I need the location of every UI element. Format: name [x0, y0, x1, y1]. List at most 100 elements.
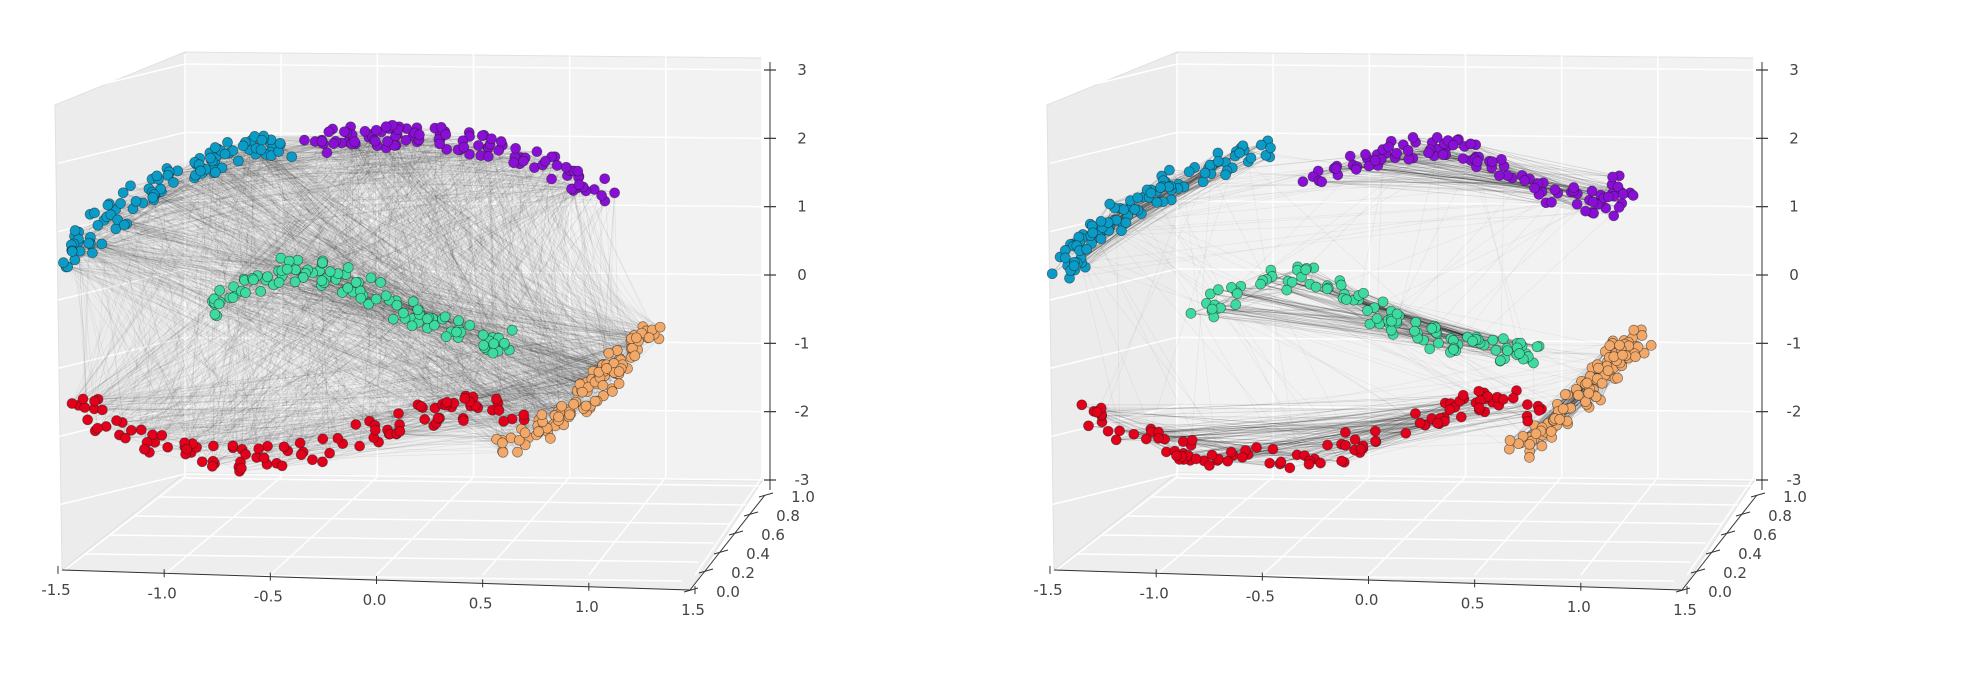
data-point [276, 460, 288, 472]
edge [110, 214, 306, 274]
edge [321, 140, 343, 293]
data-point [1081, 243, 1093, 255]
edge [214, 303, 614, 364]
z-tick-label: 2 [797, 129, 807, 147]
data-point [393, 408, 404, 419]
data-point [214, 285, 225, 296]
edge [215, 171, 605, 372]
edge [439, 143, 452, 332]
data-point [370, 293, 382, 305]
edge [253, 279, 637, 339]
edge [418, 131, 446, 311]
edge [389, 413, 560, 435]
edge [97, 302, 215, 400]
data-point [464, 319, 476, 331]
edge [166, 168, 615, 368]
edge [232, 429, 376, 447]
z-tick-label: 2 [1789, 129, 1799, 147]
edge [328, 131, 653, 331]
edge [406, 128, 582, 391]
x-tick-label: 1.0 [1567, 598, 1591, 616]
edge [551, 156, 610, 354]
edge [209, 152, 360, 447]
edge [205, 168, 505, 346]
edge [169, 163, 520, 173]
edge [224, 153, 559, 418]
data-point [236, 462, 247, 474]
data-point [400, 134, 412, 146]
edge [110, 214, 661, 328]
data-point [58, 257, 69, 268]
data-point [440, 331, 452, 343]
edge [151, 191, 466, 397]
edge [321, 285, 330, 454]
edge [245, 142, 428, 320]
edge [438, 167, 567, 419]
edge [184, 157, 521, 448]
edge [148, 160, 524, 190]
edge [355, 178, 606, 425]
edge [362, 295, 443, 405]
edge [167, 170, 574, 176]
edge [252, 278, 564, 426]
edge [120, 203, 561, 414]
edge [115, 149, 499, 210]
edge [369, 370, 612, 422]
edge [519, 163, 525, 415]
edge [252, 278, 344, 444]
edge [192, 149, 250, 444]
edge [73, 243, 364, 296]
edge [78, 140, 354, 233]
data-point [286, 151, 298, 163]
edge [212, 301, 376, 431]
data-point [209, 308, 221, 320]
edge [497, 402, 543, 416]
edge [88, 242, 437, 424]
grid-line [163, 476, 282, 576]
edge [350, 126, 661, 328]
edge [143, 148, 219, 450]
edge [168, 170, 571, 176]
edge [524, 170, 571, 445]
data-point [208, 440, 219, 452]
edge [374, 140, 636, 357]
grid-line [57, 131, 186, 165]
data-point [316, 135, 328, 147]
edge [243, 278, 390, 435]
edge [411, 170, 571, 327]
edge [167, 149, 459, 448]
edge [228, 152, 347, 275]
data-point [1132, 192, 1144, 204]
edge [281, 270, 584, 409]
edge [341, 292, 419, 405]
edge [284, 446, 503, 452]
data-point [415, 400, 427, 412]
edge [350, 126, 455, 404]
edge [480, 155, 539, 426]
edge [184, 402, 454, 444]
data-point [573, 179, 585, 190]
edge [72, 251, 253, 279]
edge [192, 149, 447, 444]
edge [154, 194, 391, 435]
edge [220, 150, 572, 414]
data-point [1095, 233, 1107, 245]
edge [469, 324, 639, 342]
edge [78, 404, 526, 446]
edge [101, 243, 126, 439]
data-point [1465, 138, 1476, 150]
edge [368, 136, 619, 375]
edge [245, 126, 400, 293]
edge [227, 142, 529, 438]
edge [278, 151, 584, 409]
data-point [181, 443, 193, 455]
edge [94, 332, 642, 410]
edge [417, 325, 435, 405]
edge [214, 147, 390, 301]
edge [102, 355, 635, 411]
edge [140, 139, 263, 431]
edge [582, 186, 660, 339]
edge [522, 161, 565, 425]
edge [194, 162, 443, 320]
edge [214, 160, 420, 315]
